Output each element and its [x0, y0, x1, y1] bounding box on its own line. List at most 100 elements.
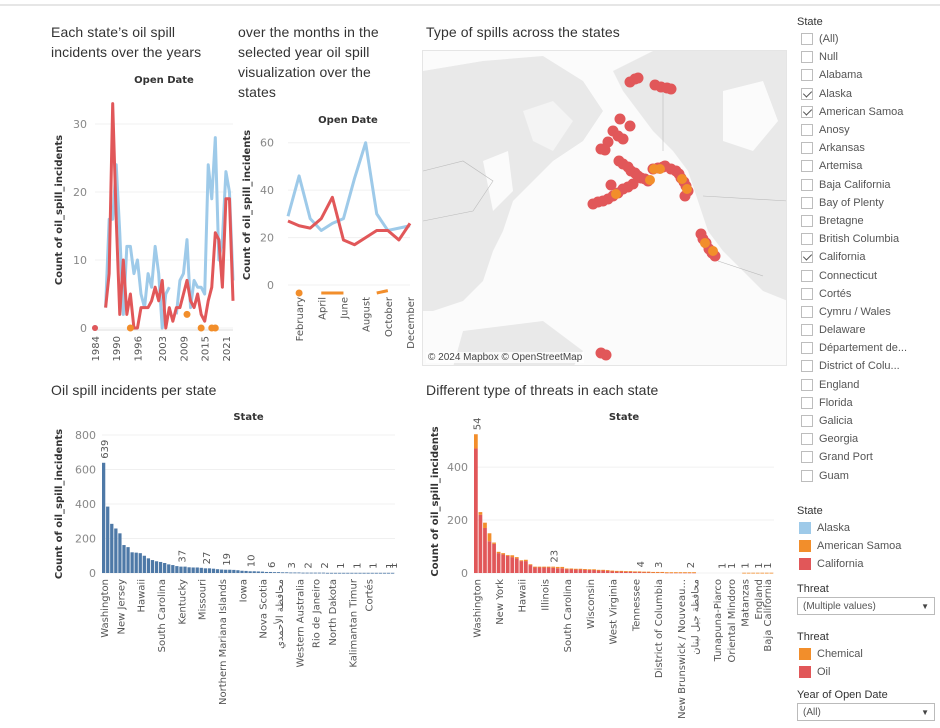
checkbox[interactable] — [801, 142, 813, 155]
state-filter-item[interactable]: (All) — [797, 30, 940, 48]
bar[interactable] — [374, 572, 378, 574]
bar-segment-chemical[interactable] — [683, 572, 687, 574]
bar-segment-oil[interactable] — [624, 571, 628, 573]
bar[interactable] — [281, 572, 285, 574]
state-filter-item[interactable]: Artemisa — [797, 157, 940, 175]
bar-segment-chemical[interactable] — [746, 572, 751, 574]
legend-item[interactable]: Alaska — [797, 519, 940, 537]
bar-segment-chemical[interactable] — [551, 566, 556, 568]
bar-segment-chemical[interactable] — [483, 522, 487, 528]
bar-segment-oil[interactable] — [578, 569, 583, 573]
bar[interactable] — [366, 572, 370, 574]
map-spill-dot-chemical[interactable] — [700, 238, 710, 248]
bar[interactable] — [150, 560, 155, 573]
bar-segment-oil[interactable] — [537, 567, 542, 573]
bar-segment-chemical[interactable] — [574, 568, 578, 570]
bar-segment-chemical[interactable] — [751, 572, 756, 574]
threat-dropdown[interactable]: (Multiple values) ▼ — [797, 597, 935, 615]
bar-segment-chemical[interactable] — [487, 533, 492, 542]
bar-segment-chemical[interactable] — [742, 572, 746, 574]
checkbox[interactable] — [801, 305, 813, 318]
bar[interactable] — [321, 572, 326, 574]
bar[interactable] — [325, 572, 330, 574]
bar-segment-chemical[interactable] — [533, 566, 537, 568]
yearly-line-chart[interactable]: Open Date Count of oil_spill_incidents 0 10… — [50, 70, 235, 380]
state-filter-item[interactable]: Null — [797, 48, 940, 66]
bar[interactable] — [378, 572, 382, 574]
checkbox[interactable] — [801, 178, 813, 191]
bar-segment-oil[interactable] — [574, 569, 578, 573]
bar[interactable] — [118, 533, 122, 573]
bar[interactable] — [338, 572, 342, 574]
bar-segment-chemical[interactable] — [542, 566, 546, 568]
state-filter-item[interactable]: Georgia — [797, 430, 940, 448]
bar-segment-chemical[interactable] — [664, 572, 669, 574]
map-spill-dot-oil[interactable] — [614, 113, 626, 125]
bar-segment-chemical[interactable] — [564, 568, 569, 570]
bar-segment-oil[interactable] — [555, 568, 560, 573]
legend-item[interactable]: Chemical — [797, 645, 940, 663]
bar[interactable] — [386, 572, 391, 574]
bar-segment-oil[interactable] — [542, 567, 546, 573]
bar[interactable] — [293, 572, 297, 574]
checkbox[interactable] — [801, 433, 813, 446]
bar-segment-oil[interactable] — [601, 570, 606, 573]
bar-segment-chemical[interactable] — [646, 571, 651, 573]
bar-segment-oil[interactable] — [546, 567, 551, 573]
bar[interactable] — [382, 572, 387, 574]
bar-segment-chemical[interactable] — [769, 572, 774, 574]
bar-segment-oil[interactable] — [605, 570, 610, 573]
bar-segment-oil[interactable] — [596, 570, 601, 573]
map-spill-dot-oil[interactable] — [665, 83, 677, 95]
bar[interactable] — [110, 523, 114, 573]
bar[interactable] — [211, 568, 216, 573]
bar-segment-oil[interactable] — [628, 571, 633, 573]
bar[interactable] — [179, 566, 183, 573]
bar-segment-oil[interactable] — [619, 571, 624, 573]
map-spill-dot-oil[interactable] — [605, 179, 617, 191]
bar-segment-oil[interactable] — [501, 554, 506, 573]
bar-segment-oil[interactable] — [587, 569, 592, 573]
checkbox[interactable] — [801, 160, 813, 173]
bar-segment-chemical[interactable] — [687, 572, 692, 574]
bar[interactable] — [264, 571, 269, 573]
checkbox[interactable] — [801, 124, 813, 137]
bar-segment-chemical[interactable] — [474, 434, 478, 449]
bar-segment-chemical[interactable] — [578, 568, 583, 570]
bar[interactable] — [329, 572, 334, 574]
bar-segment-oil[interactable] — [614, 571, 619, 573]
bar-segment-chemical[interactable] — [601, 569, 606, 571]
bar[interactable] — [297, 572, 301, 574]
map-spill-dot-oil[interactable] — [599, 144, 611, 156]
map-spill-dot-chemical[interactable] — [677, 174, 687, 184]
bar[interactable] — [228, 569, 232, 573]
checkbox-checked[interactable] — [801, 87, 813, 100]
bar-segment-chemical[interactable] — [560, 566, 565, 569]
bar-segment-chemical[interactable] — [760, 572, 765, 574]
map-spill-dot-oil[interactable] — [632, 72, 644, 84]
bar-segment-chemical[interactable] — [637, 571, 642, 573]
state-filter-item[interactable]: American Samoa — [797, 103, 940, 121]
bar-segment-chemical[interactable] — [514, 557, 519, 559]
bar-segment-chemical[interactable] — [764, 572, 769, 574]
bar-segment-oil[interactable] — [560, 568, 565, 573]
state-filter-item[interactable]: Baja California — [797, 176, 940, 194]
state-filter-item[interactable]: Grand Port — [797, 448, 940, 466]
state-filter-item[interactable]: Anosy — [797, 121, 940, 139]
checkbox[interactable] — [801, 33, 813, 46]
monthly-line-chart[interactable]: Open Date Count of oil_spill_incidents 0 20… — [238, 110, 418, 360]
bar-segment-chemical[interactable] — [592, 569, 596, 571]
legend-item[interactable]: American Samoa — [797, 537, 940, 555]
bar-segment-chemical[interactable] — [528, 564, 533, 566]
bar-segment-oil[interactable] — [496, 553, 501, 573]
bar[interactable] — [207, 568, 212, 573]
bar-segment-chemical[interactable] — [569, 568, 574, 570]
checkbox[interactable] — [801, 469, 813, 482]
bar[interactable] — [276, 572, 281, 573]
bar-segment-chemical[interactable] — [537, 566, 542, 568]
bar-segment-chemical[interactable] — [496, 551, 501, 554]
map-spill-dot-chemical[interactable] — [655, 164, 665, 174]
state-filter-item[interactable]: England — [797, 376, 940, 394]
checkbox[interactable] — [801, 214, 813, 227]
map-spill-dot-chemical[interactable] — [645, 175, 655, 185]
